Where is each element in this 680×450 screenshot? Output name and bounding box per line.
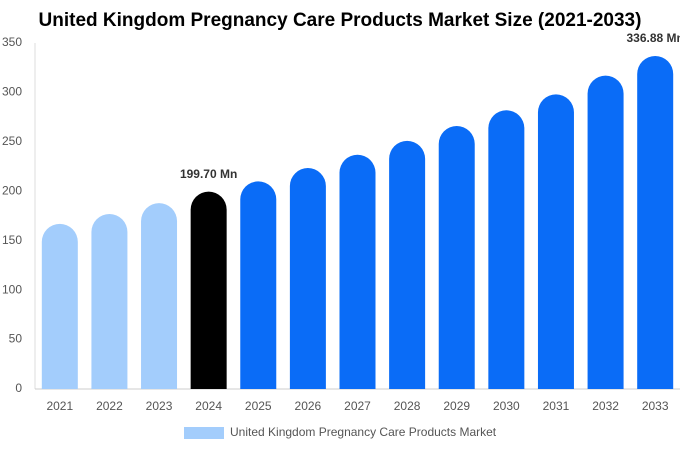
x-tick-label: 2028: [394, 399, 421, 413]
bar: [438, 126, 475, 390]
bar: [389, 140, 426, 389]
bar: [488, 110, 525, 389]
x-tick-label: 2024: [195, 399, 222, 413]
x-tick-label: 2027: [344, 399, 371, 413]
y-tick-label: 350: [2, 35, 22, 49]
bar: [537, 94, 574, 390]
x-tick-label: 2033: [642, 399, 669, 413]
y-tick-label: 0: [15, 381, 22, 395]
data-label: 199.70 Mn: [180, 167, 237, 181]
x-tick-label: 2025: [245, 399, 272, 413]
bar: [141, 203, 178, 389]
x-tick-label: 2032: [592, 399, 619, 413]
bar: [637, 55, 674, 389]
bar: [240, 181, 277, 389]
legend-swatch: [184, 427, 224, 439]
y-tick-label: 100: [2, 282, 22, 296]
y-tick-label: 200: [2, 183, 22, 197]
bar: [91, 214, 128, 389]
data-label: 336.88 Mn: [627, 31, 680, 45]
y-tick-label: 150: [2, 233, 22, 247]
bar: [190, 191, 227, 389]
x-tick-label: 2022: [96, 399, 123, 413]
x-tick-label: 2026: [295, 399, 322, 413]
x-tick-label: 2021: [46, 399, 73, 413]
bar: [587, 75, 624, 389]
x-tick-label: 2023: [146, 399, 173, 413]
x-tick-label: 2029: [443, 399, 470, 413]
bar: [289, 168, 326, 389]
y-tick-label: 300: [2, 85, 22, 99]
bar: [41, 223, 78, 389]
legend-label: United Kingdom Pregnancy Care Products M…: [230, 425, 497, 439]
bar: [339, 154, 376, 389]
x-tick-label: 2030: [493, 399, 520, 413]
y-tick-label: 50: [9, 332, 23, 346]
x-tick-label: 2031: [543, 399, 570, 413]
y-tick-label: 250: [2, 134, 22, 148]
chart-title: United Kingdom Pregnancy Care Products M…: [39, 10, 642, 31]
